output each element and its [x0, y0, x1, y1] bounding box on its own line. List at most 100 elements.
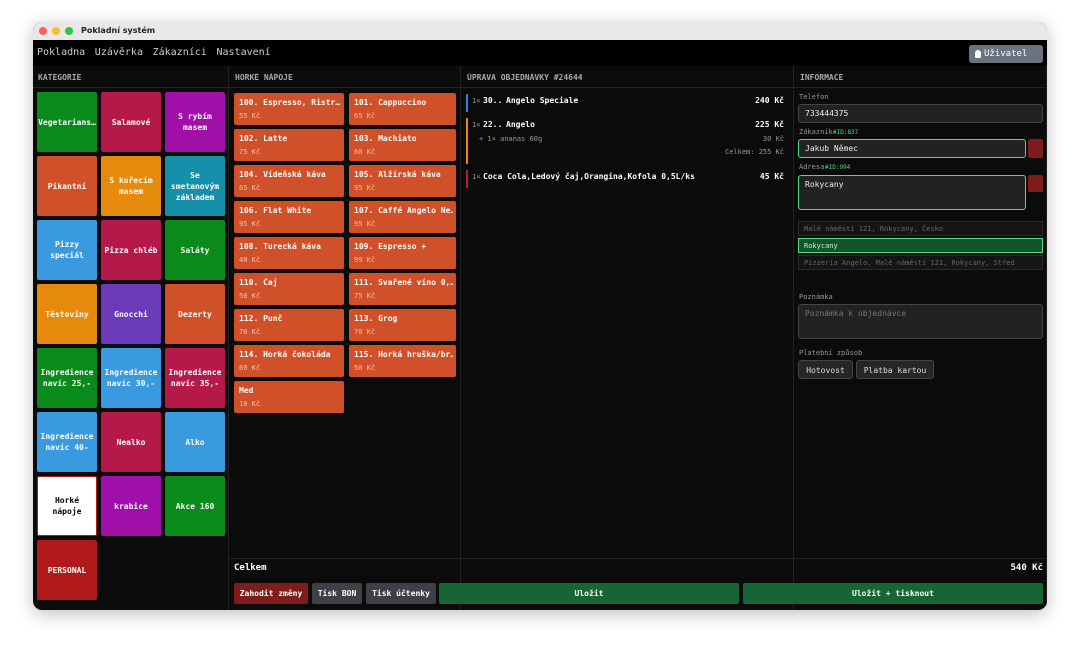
footer-button[interactable]: Tisk BON — [312, 583, 362, 604]
product-tile[interactable] — [349, 129, 456, 161]
address-suggestion[interactable]: Rokycany — [798, 238, 1043, 253]
footer-button[interactable]: Uložit + tisknout — [743, 583, 1043, 604]
order-name: Angelo — [506, 120, 535, 129]
footer-button[interactable]: Uložit — [439, 583, 739, 604]
category-tile[interactable]: Pikantní — [37, 156, 97, 216]
window-title: Pokladní systém — [81, 26, 156, 35]
category-tile[interactable]: Nealko — [101, 412, 161, 472]
column — [229, 66, 461, 610]
category-tile[interactable]: krabice — [101, 476, 161, 536]
payment-button[interactable]: Platba kartou — [856, 360, 934, 379]
id-tag: #ID:994 — [825, 164, 851, 171]
title-bar — [33, 22, 1047, 40]
order-extra: + 1× ananas 60g — [479, 135, 543, 143]
order-subtotal: Celkem: 255 Kč — [724, 148, 784, 156]
column-header — [33, 66, 229, 88]
menu-item[interactable]: Pokladna — [37, 47, 86, 58]
product-tile[interactable] — [234, 237, 344, 269]
order-code: 30.. — [483, 96, 503, 105]
product-price: 95 Kč — [354, 220, 376, 228]
product-name: 105. Alžírská káva — [354, 170, 441, 179]
product-name: 109. Espresso + — [354, 242, 427, 251]
category-tile[interactable]: Ingredience navíc 30,- — [101, 348, 161, 408]
input[interactable]: 733444375 — [798, 104, 1043, 123]
product-tile[interactable] — [349, 165, 456, 197]
product-tile[interactable] — [349, 201, 456, 233]
product-tile[interactable] — [234, 129, 344, 161]
input[interactable]: Poznámka k objednávce — [798, 304, 1043, 339]
clear-button[interactable] — [1028, 139, 1043, 158]
product-name: 106. Flat White — [239, 206, 312, 215]
category-tile[interactable]: PERSONAL — [37, 540, 97, 600]
product-tile[interactable] — [234, 345, 344, 377]
category-tile[interactable]: Saláty — [165, 220, 225, 280]
column-header — [461, 66, 794, 88]
product-tile[interactable] — [349, 273, 456, 305]
product-name: 111. Svařené víno 0,… — [354, 278, 453, 287]
payment-button[interactable]: Hotovost — [798, 360, 853, 379]
product-price: 65 Kč — [239, 184, 261, 192]
category-tile[interactable]: Ingredience navíc 25,- — [37, 348, 97, 408]
order-price[interactable]: 240 Kč — [755, 96, 784, 105]
product-tile[interactable] — [234, 93, 344, 125]
order-qty: 1× — [472, 121, 481, 129]
total-label: Celkem — [234, 563, 267, 573]
input[interactable]: Jakub Němec — [798, 139, 1026, 158]
category-tile[interactable]: Se smetanovým základem — [165, 156, 225, 216]
field-label: Telefon — [799, 93, 829, 101]
product-name: 114. Horká čokoláda — [239, 350, 331, 359]
category-tile[interactable]: Horké nápoje — [37, 476, 97, 536]
category-tile[interactable]: Salamové — [101, 92, 161, 152]
category-tile[interactable]: Ingredience navíc 35,- — [165, 348, 225, 408]
product-tile[interactable] — [234, 273, 344, 305]
product-tile[interactable] — [349, 345, 456, 377]
input[interactable]: Rokycany — [798, 175, 1026, 210]
product-name: 107. Caffé Angelo Ne… — [354, 206, 453, 215]
menu-item[interactable]: Zákazníci — [152, 47, 207, 58]
category-tile[interactable]: Gnocchi — [101, 284, 161, 344]
order-price[interactable]: 45 Kč — [759, 172, 784, 181]
total-bar — [229, 558, 1047, 578]
address-suggestion[interactable]: Malé náměstí 121, Rokycany, Česko — [798, 221, 1043, 236]
product-tile[interactable] — [349, 237, 456, 269]
category-tile[interactable]: Alko — [165, 412, 225, 472]
product-tile[interactable] — [234, 309, 344, 341]
product-name: 112. Punč — [239, 314, 283, 323]
clear-button[interactable] — [1028, 175, 1043, 192]
category-tile[interactable]: Vegetarians… — [37, 92, 97, 152]
order-price[interactable]: 225 Kč — [755, 120, 784, 129]
category-tile[interactable]: Pizzy speciál — [37, 220, 97, 280]
product-price: 75 Kč — [354, 292, 376, 300]
menu-item[interactable]: Uzávěrka — [94, 47, 143, 58]
window-button[interactable] — [65, 27, 73, 35]
menu-item[interactable]: Nastavení — [216, 47, 271, 58]
product-tile[interactable] — [234, 165, 344, 197]
footer-button[interactable]: Zahodit změny — [234, 583, 308, 604]
category-tile[interactable]: Pizza chléb — [101, 220, 161, 280]
product-name: 103. Machiato — [354, 134, 417, 143]
category-tile[interactable]: Ingredience navíc 40- — [37, 412, 97, 472]
user-button[interactable]: Uživatel — [969, 45, 1043, 63]
user-icon — [975, 50, 981, 58]
category-tile[interactable]: Akce 160 — [165, 476, 225, 536]
category-tile[interactable]: Dezerty — [165, 284, 225, 344]
column-header — [794, 66, 1047, 88]
footer-button[interactable]: Tisk účtenky — [366, 583, 436, 604]
column — [794, 66, 1047, 610]
product-tile[interactable] — [349, 309, 456, 341]
total-value: 540 Kč — [1010, 563, 1043, 573]
field-label: Platební způsob — [799, 349, 863, 357]
product-tile[interactable] — [234, 381, 344, 413]
window-button[interactable] — [52, 27, 60, 35]
product-price: 75 Kč — [239, 148, 261, 156]
category-tile[interactable]: S rybím masem — [165, 92, 225, 152]
product-price: 50 Kč — [354, 364, 376, 372]
category-tile[interactable]: Těstoviny — [37, 284, 97, 344]
product-name: 110. Čaj — [239, 278, 278, 287]
address-suggestion[interactable]: Pizzeria Angelo, Malé náměstí 121, Rokyc… — [798, 255, 1043, 270]
product-tile[interactable] — [234, 201, 344, 233]
window-button[interactable] — [39, 27, 47, 35]
category-tile[interactable]: S kuřecím masem — [101, 156, 161, 216]
order-qty: 1× — [472, 173, 481, 181]
product-tile[interactable] — [349, 93, 456, 125]
